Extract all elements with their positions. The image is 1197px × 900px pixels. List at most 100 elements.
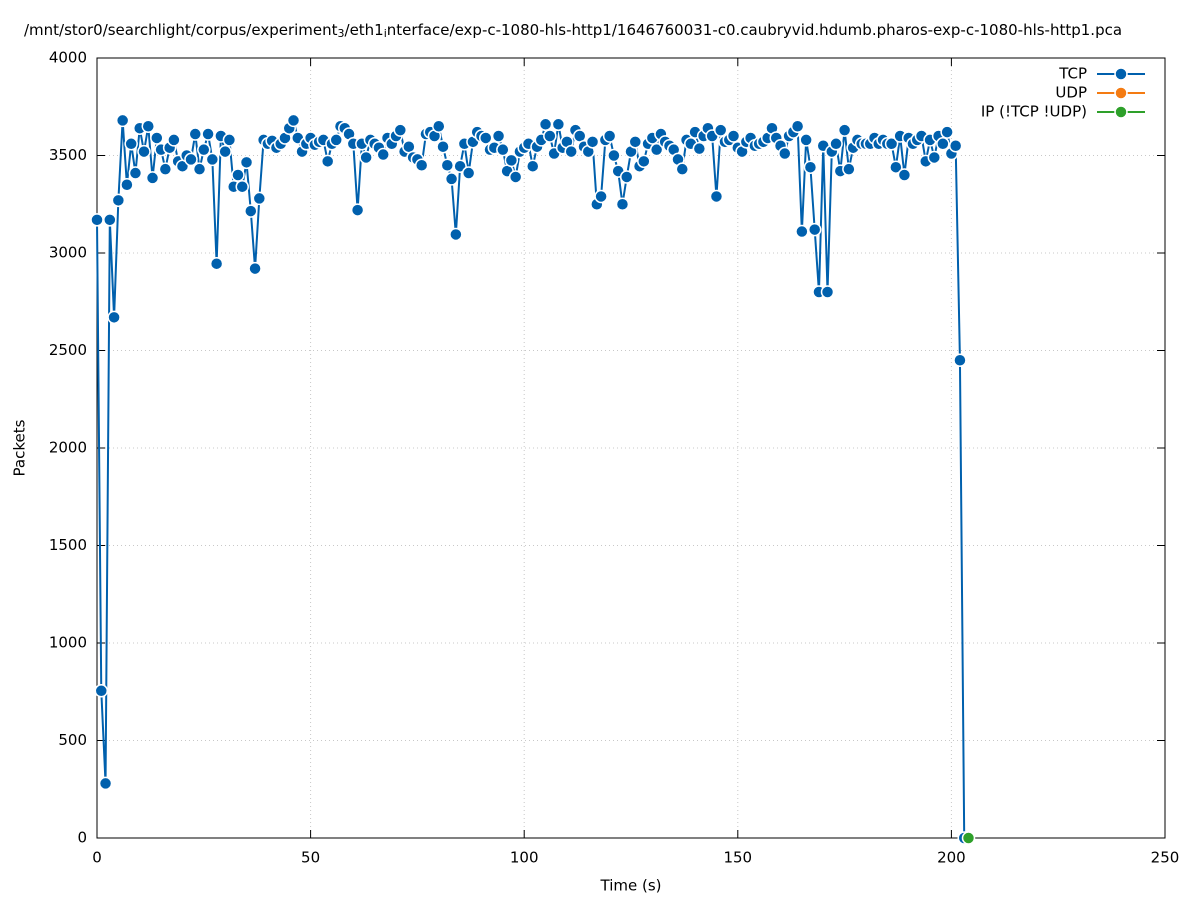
x-tick-label: 50 [301,849,320,867]
data-point [192,162,207,176]
data-point [235,179,249,194]
data-point [244,204,258,218]
data-point [525,159,540,173]
data-point [803,160,818,174]
legend-label: TCP [1058,65,1087,83]
data-point [184,152,198,167]
data-point [479,131,493,145]
legend-label: UDP [1055,84,1087,102]
data-point [286,113,301,128]
data-point [218,144,232,159]
x-tick-label: 200 [937,849,966,867]
data-point [607,148,621,163]
data-point [197,142,211,157]
data-point [350,203,365,217]
data-point [103,213,117,227]
data-point [953,353,967,367]
data-point [205,152,220,167]
data-point [889,160,903,174]
data-point [884,137,899,151]
x-tick-label: 150 [723,849,752,867]
data-point [201,127,215,141]
data-point [585,135,600,149]
title-part: /mnt/stor0/searchlight/corpus/experiment [24,21,338,39]
data-point [107,310,121,325]
data-point [491,129,506,143]
data-point [248,261,262,276]
y-tick-label: 3500 [49,146,87,164]
y-axis-label: Packets [11,419,29,476]
data-point [252,191,267,206]
data-point [602,129,617,143]
data-point [359,150,373,165]
data-point [807,222,822,237]
data-point [444,172,459,186]
data-point [837,123,852,137]
data-point [141,119,156,133]
y-tick-label: 3000 [49,244,87,262]
data-point [239,155,254,170]
y-tick-label: 2500 [49,341,87,359]
data-point [564,144,578,159]
data-point [449,227,463,242]
data-point [440,158,455,172]
data-point [376,147,390,162]
data-point [393,123,408,137]
data-point [120,178,134,192]
data-point [940,125,954,139]
data-point [94,684,109,698]
y-tick-label: 1500 [49,536,87,554]
data-point [111,193,126,208]
data-point [231,168,245,182]
y-tick-label: 2000 [49,439,87,457]
y-tick-label: 4000 [49,49,87,67]
data-point [115,113,130,128]
data-point [778,146,792,161]
data-point [726,129,741,143]
data-point [799,133,813,147]
data-point [158,162,173,176]
data-point [551,117,566,132]
data-point [675,162,690,176]
data-point [209,256,224,271]
data-point [432,119,446,133]
legend-marker [1114,105,1128,119]
plot-frame [96,57,1166,839]
data-point [829,137,843,151]
data-point [927,150,942,165]
title-part: nterface/exp-c-1080-hls-http1/1646760031… [387,21,1122,39]
data-point [961,831,976,845]
data-point [713,123,728,137]
data-point [692,141,707,156]
data-point [414,158,429,172]
data-point [461,166,476,180]
data-point [504,153,519,168]
data-point [128,166,143,180]
data-point [188,127,203,141]
data-point [820,285,835,299]
data-point [649,142,664,157]
y-tick-label: 500 [58,731,87,749]
data-point [790,119,805,133]
data-point [709,189,724,204]
data-point [145,171,160,185]
x-tick-label: 250 [1151,849,1180,867]
data-point [637,154,651,169]
data-point [90,213,104,227]
legend-marker [1114,67,1128,81]
data-point [538,117,553,132]
title-subscript: i [384,27,387,40]
data-point [436,139,450,154]
x-axis-label: Time (s) [600,877,662,895]
data-point [615,197,630,211]
data-point [936,137,950,151]
data-point [842,162,856,176]
data-point [948,139,963,153]
data-point [594,189,608,204]
legend-marker [1114,86,1128,100]
data-point [897,168,912,182]
chart-title: /mnt/stor0/searchlight/corpus/experiment… [24,21,1122,41]
data-point [222,133,237,147]
data-point [137,144,151,159]
